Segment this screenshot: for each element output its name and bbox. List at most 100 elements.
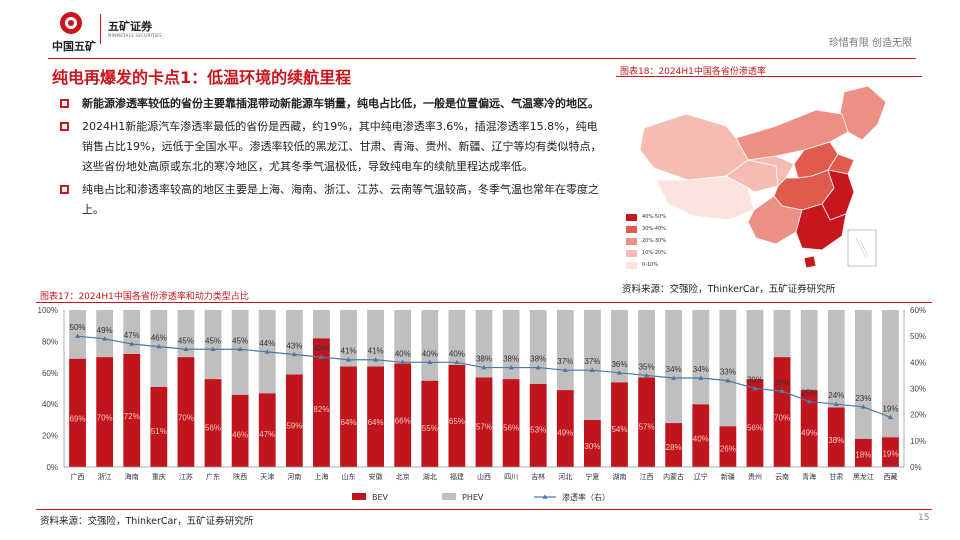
china-penetration-map <box>639 85 887 269</box>
bev-data-label: 57% <box>639 423 655 432</box>
rate-point <box>102 336 108 341</box>
category-label: 江苏 <box>179 472 193 481</box>
bev-bar <box>773 357 791 467</box>
category-label: 安徽 <box>369 472 383 481</box>
bev-bar <box>258 393 276 467</box>
phev-bar <box>367 310 385 367</box>
category-label: 云南 <box>775 472 789 481</box>
rate-point <box>562 367 568 372</box>
bev-data-label: 49% <box>801 428 817 437</box>
bev-data-label: 19% <box>882 450 898 459</box>
legend-phev-swatch <box>442 493 456 500</box>
category-label: 湖北 <box>423 472 437 481</box>
rate-data-label: 35% <box>639 362 655 371</box>
rate-data-label: 34% <box>666 365 682 374</box>
bullet-text: 2024H1新能源汽车渗透率最低的省份是西藏，约19%，其中纯电渗透率3.6%，… <box>82 120 602 173</box>
legend-swatch <box>626 238 637 245</box>
bullet-item: 新能源渗透率较低的省份主要靠插混带动新能源车销量，纯电占比低，一般是位置偏远、气… <box>60 94 608 114</box>
legend-swatch <box>626 226 637 233</box>
bev-bar <box>502 379 520 467</box>
rate-data-label: 47% <box>124 331 140 340</box>
phev-bar <box>313 310 330 339</box>
bev-bar <box>529 383 547 467</box>
rate-data-label: 38% <box>503 355 519 364</box>
category-label: 西藏 <box>883 472 897 481</box>
bev-data-label: 70% <box>178 414 194 423</box>
bev-data-label: 47% <box>259 430 275 439</box>
right-axis-tick-label: 30% <box>910 385 926 394</box>
category-label: 贵州 <box>748 472 762 481</box>
category-label: 湖南 <box>612 472 626 481</box>
chart-title-rule <box>36 302 932 303</box>
bev-data-label: 64% <box>368 418 384 427</box>
bev-bar <box>882 437 899 467</box>
category-label: 河北 <box>558 473 572 481</box>
rate-data-label: 34% <box>693 365 709 374</box>
bev-bar <box>340 366 357 467</box>
rate-point <box>725 378 731 383</box>
phev-bar <box>773 310 791 358</box>
bullet-text: 纯电占比和渗透率较高的地区主要是上海、海南、浙江、江苏、云南等气温较高，冬季气温… <box>82 183 599 216</box>
rate-data-label: 23% <box>855 394 871 403</box>
category-label: 四川 <box>504 473 518 481</box>
rate-point <box>345 357 352 362</box>
bev-bar <box>665 423 683 467</box>
rate-point <box>779 388 785 393</box>
phev-bar <box>556 310 574 391</box>
phev-bar <box>882 310 899 438</box>
category-label: 福建 <box>450 472 464 481</box>
bev-data-label: 51% <box>151 427 167 436</box>
legend-swatch <box>626 250 637 257</box>
map-title: 图表18：2024H1中国各省份渗透率 <box>620 67 766 77</box>
rate-point <box>860 404 866 409</box>
phev-bar <box>150 310 168 387</box>
rate-data-label: 45% <box>232 336 248 345</box>
bev-data-label: 56% <box>503 423 519 432</box>
category-label: 陕西 <box>233 472 247 481</box>
phev-bar <box>854 310 872 439</box>
rate-point <box>129 341 135 346</box>
rate-point <box>535 364 541 370</box>
category-label: 重庆 <box>152 472 166 481</box>
bullet-square-icon <box>60 122 69 131</box>
category-label: 山东 <box>342 472 356 481</box>
phev-bar <box>827 310 845 408</box>
left-axis-tick-label: 40% <box>42 400 58 409</box>
rate-data-label: 19% <box>882 404 898 413</box>
bar-group: 69% 70% 72%51%70%56%46% 47%59%82%64% 64% 66%5… <box>69 310 899 467</box>
bev-bar <box>394 363 412 467</box>
rate-data-label: 45% <box>205 336 221 345</box>
bev-data-label: 64% <box>341 418 357 427</box>
category-label: 浙江 <box>98 472 112 481</box>
bullet-square-icon <box>60 185 69 194</box>
bev-bar <box>313 338 330 467</box>
bev-bar <box>854 438 872 467</box>
map-region-hainan <box>803 255 817 269</box>
category-label: 广西 <box>71 472 85 481</box>
bev-data-label: 66% <box>395 416 411 425</box>
phev-bar <box>394 310 412 364</box>
map-legend-label: 30%-40% <box>642 226 667 232</box>
map-title-rule <box>616 76 922 77</box>
right-axis-tick-label: 10% <box>910 437 926 446</box>
rate-data-label: 38% <box>476 355 492 364</box>
rate-data-label: 29% <box>774 378 790 387</box>
rate-point <box>74 333 81 338</box>
map-source: 资料来源：交强险，ThinkerCar，五矿证券研究所 <box>622 284 836 295</box>
category-label: 北京 <box>396 472 410 481</box>
bev-bar <box>719 426 737 467</box>
chart-title: 图表17：2024H1中国各省份渗透率和动力类型占比 <box>40 292 249 302</box>
category-label: 新疆 <box>721 472 735 481</box>
rate-data-label: 33% <box>720 368 736 377</box>
phev-bar <box>746 310 764 380</box>
bev-bar <box>177 357 195 467</box>
phev-bar <box>96 310 114 358</box>
right-axis-tick-label: 60% <box>910 306 926 315</box>
bullet-item: 2024H1新能源汽车渗透率最低的省份是西藏，约19%，其中纯电渗透率3.6%，… <box>60 117 608 177</box>
category-label: 辽宁 <box>694 472 708 481</box>
section-title: 纯电再爆发的卡点1：低温环境的续航里程 <box>52 68 352 87</box>
rate-point <box>752 385 758 391</box>
rate-data-label: 37% <box>584 357 600 366</box>
bev-data-label: 69% <box>70 414 86 423</box>
axes-group: 0% 20% 40% 60% 80% 100% 0% 10% 20% 30% 40% 50% 60% 广西… <box>38 306 926 481</box>
